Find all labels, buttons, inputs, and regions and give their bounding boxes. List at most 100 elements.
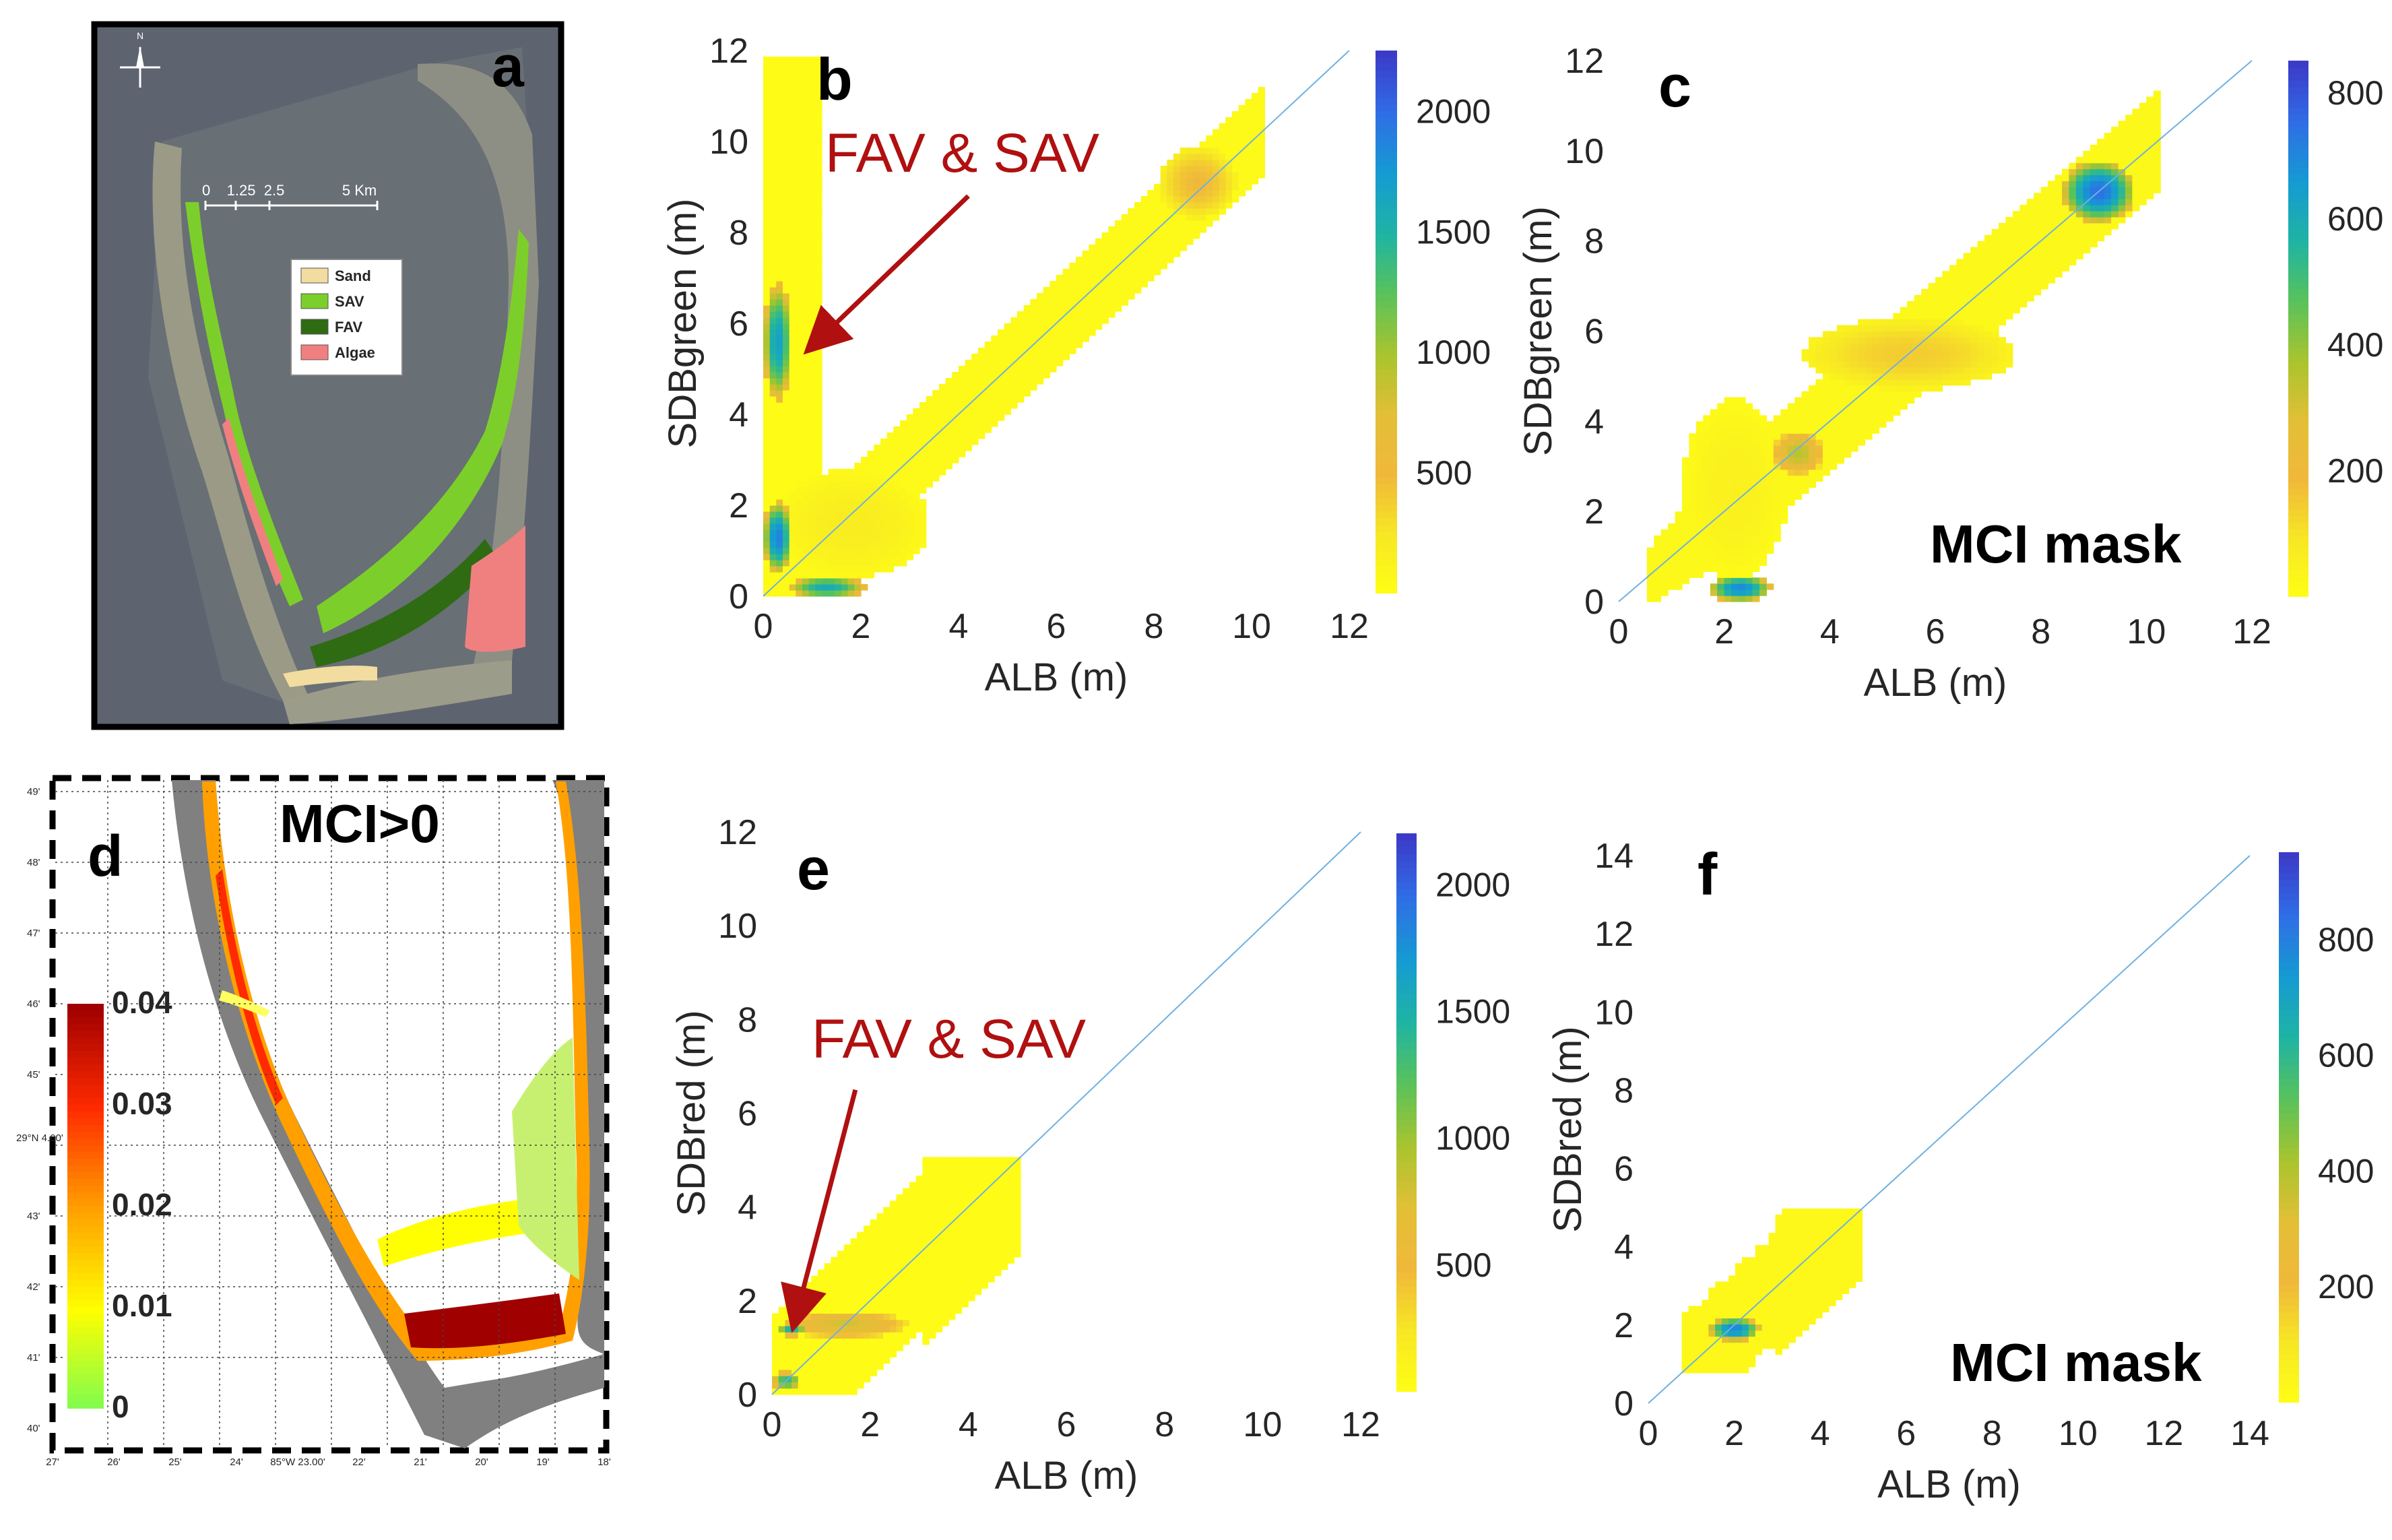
heatmap-cell [1134, 214, 1142, 221]
heatmap-cell [837, 1319, 845, 1326]
heatmap-cell [1830, 397, 1838, 404]
heatmap-cell [1710, 481, 1718, 488]
heatmap-cell [1956, 289, 1964, 296]
map-d-lat-tick: 45' [27, 1069, 40, 1081]
heatmap-cell [763, 160, 771, 166]
heatmap-cell [883, 1275, 891, 1283]
heatmap-cell [876, 1256, 884, 1264]
map-d-colorbar-segment [67, 1388, 104, 1395]
heatmap-cell [1179, 154, 1187, 160]
heatmap-cell [1830, 367, 1838, 374]
heatmap-cell [776, 87, 783, 94]
heatmap-cell [783, 123, 790, 130]
heatmap-cell [971, 439, 979, 445]
heatmap-cell [763, 317, 771, 324]
heatmap-cell [1768, 1293, 1776, 1300]
heatmap-cell [1062, 335, 1070, 342]
heatmap-cell [808, 293, 816, 300]
heatmap-cell [1140, 275, 1148, 282]
heatmap-cell [1245, 166, 1252, 172]
heatmap-cell [1232, 111, 1239, 118]
y-tick-label: 10 [1565, 132, 1604, 171]
heatmap-cell [1956, 295, 1964, 302]
heatmap-cell [1755, 1342, 1763, 1349]
colorbar-segment [2288, 121, 2308, 129]
heatmap-cell [864, 1238, 871, 1245]
heatmap-cell [1668, 523, 1676, 530]
heatmap-cell [835, 493, 842, 500]
heatmap-cell [815, 348, 822, 354]
heatmap-cell [1844, 427, 1852, 434]
heatmap-cell [1681, 1342, 1689, 1349]
heatmap-cell [1225, 123, 1233, 130]
heatmap-cell [802, 323, 810, 330]
heatmap-cell [815, 81, 822, 88]
heatmap-cell [861, 536, 868, 542]
heatmap-cell [791, 1351, 799, 1357]
heatmap-cell [1682, 505, 1689, 512]
heatmap-cell [1836, 361, 1844, 368]
heatmap-cell [935, 1182, 943, 1189]
map-d-colorbar-segment [67, 1273, 104, 1281]
heatmap-cell [2040, 283, 2048, 290]
heatmap-cell [1745, 469, 1753, 476]
heatmap-cell [1101, 238, 1109, 245]
heatmap-cell [876, 1294, 884, 1302]
heatmap-cell [1147, 220, 1155, 227]
heatmap-cell [1999, 355, 2006, 362]
heatmap-cell [2111, 127, 2119, 133]
heatmap-cell [1759, 415, 1767, 422]
heatmap-cell [2104, 228, 2112, 236]
heatmap-cell [1738, 397, 1746, 404]
heatmap-cell [811, 1307, 818, 1314]
heatmap-cell [763, 87, 771, 94]
heatmap-cell [1717, 529, 1725, 536]
heatmap-cell [1914, 379, 1922, 386]
heatmap-cell [1076, 317, 1083, 324]
heatmap-cell [876, 1282, 884, 1289]
heatmap-cell [847, 505, 855, 512]
heatmap-cell [2048, 211, 2056, 218]
heatmap-cell [1258, 135, 1265, 142]
heatmap-cell [874, 523, 881, 530]
colorbar-segment [1376, 321, 1397, 329]
heatmap-cell [1921, 325, 1929, 332]
colorbar-segment [2288, 489, 2308, 496]
heatmap-cell [876, 1231, 884, 1239]
heatmap-cell [1865, 391, 1873, 398]
heatmap-cell [1023, 354, 1031, 360]
heatmap-cell [929, 1275, 936, 1283]
colorbar-segment [2288, 449, 2308, 457]
heatmap-cell [1056, 329, 1064, 336]
heatmap-cell [922, 1294, 930, 1302]
heatmap-cell [1014, 1188, 1021, 1195]
heatmap-cell [1069, 348, 1076, 354]
heatmap-cell [1731, 571, 1739, 578]
heatmap-cell [818, 1363, 825, 1370]
heatmap-cell [2048, 205, 2056, 212]
heatmap-cell [772, 1338, 779, 1345]
heatmap-cell [818, 1382, 825, 1389]
heatmap-cell [1999, 319, 2006, 326]
map-a-scalebar: 0 1.25 2.5 5 Km [202, 182, 379, 210]
heatmap-cell [935, 1244, 943, 1252]
heatmap-cell [783, 281, 790, 288]
heatmap-cell [880, 463, 888, 470]
heatmap-cell [935, 1225, 943, 1233]
heatmap-cell [1815, 421, 1823, 428]
heatmap-cell [1830, 379, 1838, 386]
heatmap-cell [1206, 154, 1213, 160]
heatmap-cell [789, 420, 796, 427]
map-d-colorbar-segment [67, 1280, 104, 1287]
heatmap-cell [815, 505, 822, 512]
heatmap-cell [978, 414, 985, 421]
heatmap-cell [1049, 360, 1057, 366]
heatmap-cell [1731, 517, 1739, 524]
heatmap-cell [804, 1388, 812, 1395]
heatmap-cell [2019, 259, 2028, 265]
heatmap-cell [1717, 409, 1725, 416]
heatmap-cell [1822, 349, 1830, 356]
heatmap-cell [2090, 222, 2098, 230]
heatmap-cell [783, 348, 790, 354]
heatmap-cell [1780, 487, 1788, 494]
